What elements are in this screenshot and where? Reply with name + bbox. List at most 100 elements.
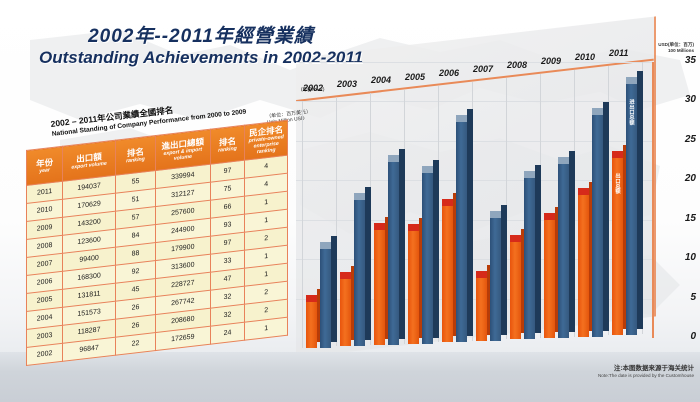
bar-series-label-blue: 进出口总额 <box>628 99 635 126</box>
bar-export-import-volume-2011 <box>626 71 643 336</box>
bar-top <box>544 213 555 221</box>
bar-side <box>603 101 609 331</box>
bar-side <box>399 148 405 339</box>
bar-top <box>442 199 453 207</box>
table-cell: 1 <box>244 317 288 341</box>
bar-face <box>354 193 365 347</box>
x-label-2002: 2002 <box>303 83 324 94</box>
gridline-horizontal <box>296 101 652 103</box>
col-private-en: private-owned enterprise ranking <box>248 134 284 156</box>
bar-top <box>422 165 433 173</box>
column-header-year: 年份 year <box>26 146 63 186</box>
bar-side <box>637 71 643 330</box>
bar-export-volume-2002 <box>306 288 323 348</box>
bar-face <box>442 199 453 343</box>
x-label-2003: 2003 <box>337 79 358 90</box>
y-tick-5: 5 <box>690 291 696 303</box>
bar-top <box>510 234 521 242</box>
x-label-2007: 2007 <box>473 63 494 74</box>
bar-top <box>592 107 603 115</box>
title-chinese: 2002年--2011年經營業績 <box>88 26 314 47</box>
y-unit-cn: USD(单位：百万) <box>658 42 694 47</box>
x-label-2009: 2009 <box>541 55 562 66</box>
y-tick-15: 15 <box>684 212 696 224</box>
bar-top <box>456 114 467 122</box>
bar-top <box>408 223 419 231</box>
bar-face <box>612 150 623 336</box>
bar-face <box>578 188 589 337</box>
bar-top <box>612 150 623 158</box>
bar-face <box>306 294 317 348</box>
bar-series-label-orange: 出口总额 <box>614 172 621 194</box>
bar-face <box>476 270 487 341</box>
gridline-vertical <box>336 97 337 347</box>
bar-export-volume-2010 <box>578 182 595 337</box>
x-label-2004: 2004 <box>371 75 392 86</box>
bar-export-import-volume-2008 <box>524 165 541 340</box>
y-tick-30: 30 <box>684 94 696 106</box>
bar-face <box>388 154 399 345</box>
y-tick-35: 35 <box>684 55 696 66</box>
bar-top <box>578 188 589 196</box>
y-tick-0: 0 <box>690 331 696 342</box>
chart-y-axis <box>652 62 654 338</box>
bar-export-volume-2005 <box>408 217 425 344</box>
floor-gradient <box>0 352 700 402</box>
bar-top <box>524 171 535 179</box>
table-cell: 24 <box>210 322 245 345</box>
bar-top <box>320 242 331 250</box>
bar-face <box>408 223 419 344</box>
bar-face <box>320 242 331 348</box>
x-label-2005: 2005 <box>405 71 426 82</box>
bar-export-import-volume-2006 <box>456 108 473 343</box>
bar-export-volume-2008 <box>510 228 527 340</box>
column-header-private-ranking: 民企排名 private-owned enterprise ranking <box>244 120 288 161</box>
bar-side <box>467 108 473 337</box>
bar-chart: USD(单位：百万) 100 Millions （年份/Year） 0 5 10 15… <box>296 40 700 385</box>
gridline-vertical <box>302 101 303 348</box>
performance-table-block: 2002 – 2011年公司業績全國排名 National Standing o… <box>26 105 311 387</box>
bar-side <box>331 236 337 342</box>
title-english: Outstanding Achievements in 2002-2011 <box>38 48 364 67</box>
footer-note-chinese: 注:本图数据来源于海关统计 <box>613 365 694 372</box>
bar-side <box>365 187 371 341</box>
column-header-total-ranking: 排名 ranking <box>210 125 245 165</box>
footer-note-english: Note:The date is provided by the Customh… <box>597 373 694 378</box>
gridline-horizontal <box>296 180 652 182</box>
bar-export-import-volume-2007 <box>490 205 507 341</box>
bar-export-volume-2009 <box>544 207 561 339</box>
x-label-2010: 2010 <box>575 51 596 62</box>
table-cell: 2002 <box>26 343 63 366</box>
bar-face <box>592 107 603 337</box>
bar-export-volume-2007 <box>476 264 493 341</box>
bar-face <box>374 222 385 345</box>
bar-top <box>476 270 487 278</box>
bar-face <box>544 213 555 339</box>
bar-top <box>388 154 399 162</box>
table-cell: 22 <box>115 332 156 356</box>
gridline-horizontal <box>296 62 652 63</box>
x-label-2006: 2006 <box>439 67 460 78</box>
bar-side <box>535 165 541 334</box>
bar-top <box>558 156 569 164</box>
y-tick-20: 20 <box>684 173 696 185</box>
page-title: 2002年--2011年經營業績 Outstanding Achievement… <box>36 26 366 74</box>
y-axis-unit-label: USD(单位：百万) 100 Millions <box>658 42 694 53</box>
bar-face <box>558 156 569 339</box>
gridline-horizontal <box>296 298 652 300</box>
bar-face <box>422 165 433 344</box>
bar-export-import-volume-2004 <box>388 148 405 345</box>
gridline-horizontal <box>296 259 652 261</box>
y-tick-10: 10 <box>684 252 696 264</box>
bar-side <box>501 205 507 335</box>
bar-top <box>490 211 501 219</box>
bar-export-import-volume-2005 <box>422 159 439 344</box>
bar-export-volume-2004 <box>374 216 391 345</box>
y-unit-en: 100 Millions <box>667 47 694 53</box>
performance-table: 年份 year 出口額 export volume 排名 ranking 進出口… <box>26 120 288 366</box>
x-label-2008: 2008 <box>507 59 528 70</box>
bar-side <box>433 159 439 338</box>
bar-export-import-volume-2003 <box>354 187 371 347</box>
bar-top <box>354 193 365 201</box>
